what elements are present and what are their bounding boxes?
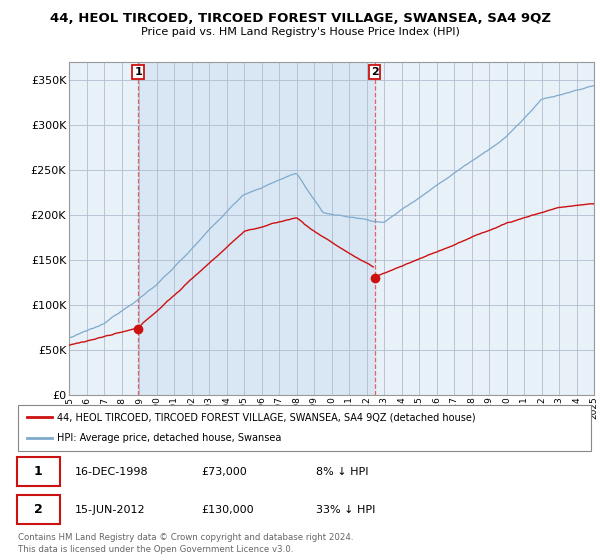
FancyBboxPatch shape: [17, 458, 60, 486]
Text: 1: 1: [34, 465, 43, 478]
Text: HPI: Average price, detached house, Swansea: HPI: Average price, detached house, Swan…: [57, 433, 281, 444]
Bar: [139, 62, 374, 395]
Text: Price paid vs. HM Land Registry's House Price Index (HPI): Price paid vs. HM Land Registry's House …: [140, 27, 460, 37]
Text: 8% ↓ HPI: 8% ↓ HPI: [316, 466, 368, 477]
Text: 2: 2: [371, 67, 379, 77]
Text: Contains HM Land Registry data © Crown copyright and database right 2024.
This d: Contains HM Land Registry data © Crown c…: [18, 533, 353, 554]
Text: 16-DEC-1998: 16-DEC-1998: [76, 466, 149, 477]
Text: £73,000: £73,000: [202, 466, 247, 477]
Text: 44, HEOL TIRCOED, TIRCOED FOREST VILLAGE, SWANSEA, SA4 9QZ (detached house): 44, HEOL TIRCOED, TIRCOED FOREST VILLAGE…: [57, 412, 476, 422]
Text: 44, HEOL TIRCOED, TIRCOED FOREST VILLAGE, SWANSEA, SA4 9QZ: 44, HEOL TIRCOED, TIRCOED FOREST VILLAGE…: [49, 12, 551, 25]
Text: 15-JUN-2012: 15-JUN-2012: [76, 505, 146, 515]
Text: 33% ↓ HPI: 33% ↓ HPI: [316, 505, 376, 515]
FancyBboxPatch shape: [17, 495, 60, 524]
Text: 2: 2: [34, 503, 43, 516]
Text: £130,000: £130,000: [202, 505, 254, 515]
Text: 1: 1: [134, 67, 142, 77]
